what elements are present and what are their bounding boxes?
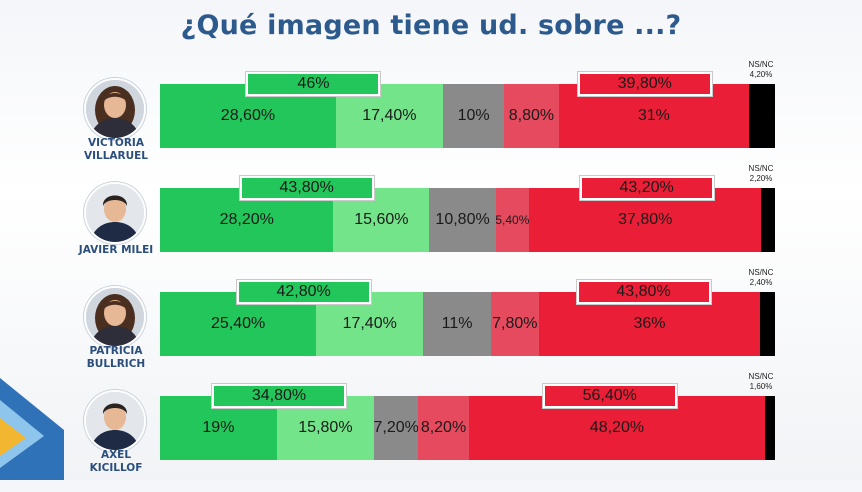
candidate-row: JAVIER MILEI 28,20% 15,60% 10,80% 5,40% 37,80… (0, 164, 862, 284)
segment-value-label: 15,80% (298, 419, 353, 436)
positive-total-box: 43,80% (239, 176, 374, 200)
negative-total-box: 56,40% (542, 384, 677, 408)
nsnc-annotation: NS/NC 2,20% (741, 164, 781, 184)
nsnc-value: 4,20% (749, 70, 773, 79)
candidate-name-line: JAVIER MILEI (78, 244, 154, 256)
segment-value-label: 19% (202, 419, 235, 436)
segment-value-label: 7,20% (373, 419, 419, 436)
segment-value-label: 28,20% (219, 211, 274, 228)
positive-total-box: 46% (246, 72, 381, 96)
bar-segment: 36% (538, 292, 761, 356)
bar-segment: 10,80% (429, 188, 496, 252)
nsnc-annotation: NS/NC 2,40% (741, 268, 781, 288)
stacked-bar: 28,20% 15,60% 10,80% 5,40% 37,80% (160, 188, 775, 252)
segment-value-label: 37,80% (618, 211, 673, 228)
bar-segment: 7,20% (373, 396, 419, 460)
candidate-name: PATRICIA BULLRICH (70, 345, 162, 371)
bar-segment-nsnc (749, 84, 775, 148)
candidate-name-line: KICILLOF (89, 462, 143, 474)
corner-decoration (0, 370, 64, 480)
nsnc-label: NS/NC (748, 268, 774, 277)
bar-segment: 8,20% (418, 396, 469, 460)
candidate-name-line: AXEL (100, 449, 132, 461)
nsnc-annotation: NS/NC 1,60% (741, 372, 781, 392)
woman-portrait-icon (84, 78, 146, 140)
segment-value-label: 15,60% (354, 211, 409, 228)
candidate-name-line: VICTORIA (88, 137, 144, 149)
bar-segment: 10% (442, 84, 505, 148)
nsnc-label: NS/NC (748, 164, 774, 173)
positive-total-box: 34,80% (212, 384, 346, 408)
nsnc-value: 2,20% (749, 174, 773, 183)
segment-value-label: 28,60% (220, 107, 276, 124)
segment-value-label: 5,40% (495, 213, 530, 227)
segment-value-label: 31% (637, 107, 670, 124)
segment-value-label: 8,20% (420, 419, 467, 436)
bar-segment: 7,80% (490, 292, 539, 356)
nsnc-value: 1,60% (749, 382, 773, 391)
segment-value-label: 10,80% (435, 211, 490, 228)
positive-total-box: 42,80% (236, 280, 371, 304)
negative-total-box: 39,80% (577, 72, 712, 96)
bar-segment: 5,40% (495, 188, 530, 252)
candidate-name: VICTORIA VILLARUEL (70, 137, 162, 163)
man-portrait-icon (84, 182, 146, 244)
candidate-row: VICTORIA VILLARUEL 28,60% 17,40% 10% 8,80% 31%… (0, 60, 862, 180)
bar-segment: 8,80% (504, 84, 559, 148)
candidate-name: JAVIER MILEI (70, 244, 162, 257)
negative-total-box: 43,80% (576, 280, 711, 304)
bar-segment-nsnc (760, 292, 775, 356)
woman-portrait-icon (84, 286, 146, 348)
segment-value-label: 36% (633, 315, 666, 332)
nsnc-label: NS/NC (748, 60, 774, 69)
segment-value-label: 17,40% (342, 315, 397, 332)
nsnc-value: 2,40% (749, 278, 773, 287)
segment-value-label: 11% (441, 315, 473, 332)
segment-value-label: 25,40% (210, 315, 266, 332)
segment-value-label: 17,40% (362, 107, 417, 124)
candidate-name-line: BULLRICH (86, 358, 146, 370)
segment-value-label: 8,80% (508, 107, 555, 124)
bar-segment-nsnc (765, 396, 775, 460)
segment-value-label: 7,80% (492, 315, 538, 332)
candidate-row: PATRICIA BULLRICH 25,40% 17,40% 11% 7,80% 36% 4… (0, 268, 862, 388)
chart-title: ¿Qué imagen tiene ud. sobre ...? (180, 10, 682, 41)
man-portrait-icon (84, 390, 146, 452)
candidate-name: AXEL KICILLOF (70, 449, 162, 475)
candidate-name-line: PATRICIA (89, 345, 143, 357)
candidate-name-line: VILLARUEL (83, 150, 148, 162)
segment-value-label: 10% (457, 107, 490, 124)
bar-segment-nsnc (761, 188, 775, 252)
nsnc-annotation: NS/NC 4,20% (741, 60, 781, 80)
nsnc-label: NS/NC (748, 372, 774, 381)
bar-segment: 11% (423, 292, 491, 356)
candidate-row: AXEL KICILLOF 19% 15,80% 7,20% 8,20% 48,20% 34,… (0, 372, 862, 492)
negative-total-box: 43,20% (579, 176, 714, 200)
segment-value-label: 48,20% (589, 419, 645, 436)
